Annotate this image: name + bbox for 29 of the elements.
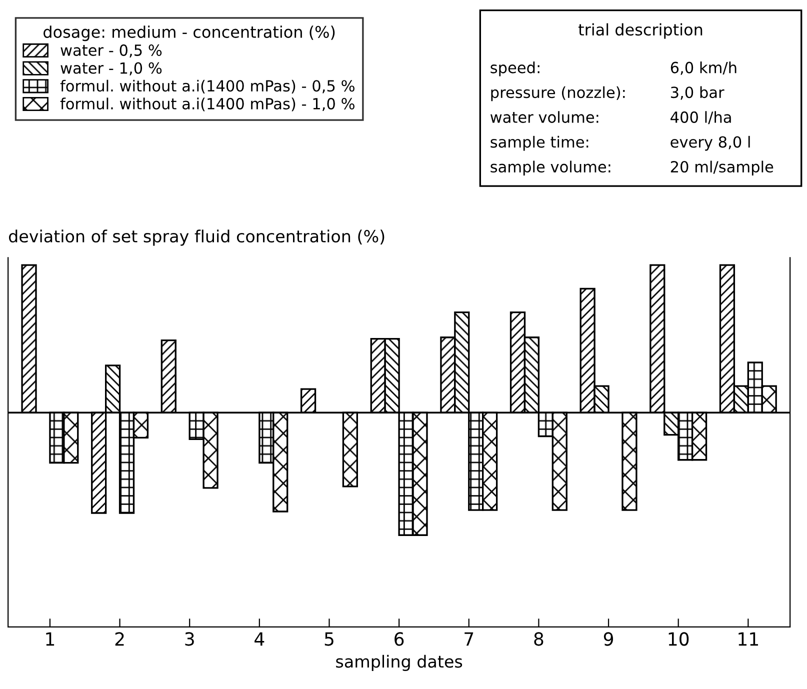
x-axis-title: sampling dates: [336, 654, 462, 672]
text: 6,0 km/h: [670, 62, 736, 75]
x-tick-label: 3: [185, 632, 194, 646]
x-tick-label: 2: [115, 632, 124, 646]
text: every 8,0 l: [670, 136, 750, 151]
x-tick-label: 5: [324, 632, 334, 646]
text: trial description: [578, 23, 702, 39]
text: 20 ml/sample: [670, 160, 774, 176]
legend-label: water - 0,5 %: [60, 44, 162, 58]
legend-label: formul. without a.i(1400 mPas) - 1,0 %: [60, 98, 354, 112]
text: sample volume:: [490, 160, 610, 176]
x-tick-label: 7: [464, 632, 474, 646]
x-tick-label: 4: [254, 632, 264, 646]
legend-title: dosage: medium - concentration (%): [44, 26, 335, 42]
legend-label: water - 1,0 %: [60, 62, 162, 76]
text: 3,0 bar: [670, 86, 724, 100]
x-tick-label: 9: [604, 632, 613, 646]
x-tick-label: 10: [668, 632, 689, 646]
legend-label: formul. without a.i(1400 mPas) - 0,5 %: [60, 80, 354, 94]
text: water volume:: [490, 111, 598, 123]
text: 400 l/ha: [670, 111, 731, 124]
x-tick-label: 11: [738, 632, 758, 646]
text: sample time:: [490, 136, 588, 151]
y-axis-title: deviation of set spray fluid concentration (%): [8, 230, 384, 246]
x-tick-label: 6: [394, 632, 404, 646]
x-tick-label: 8: [534, 632, 544, 646]
x-tick-label: 1: [46, 632, 54, 646]
text: speed:: [490, 62, 540, 76]
text: pressure (nozzle):: [491, 86, 625, 102]
